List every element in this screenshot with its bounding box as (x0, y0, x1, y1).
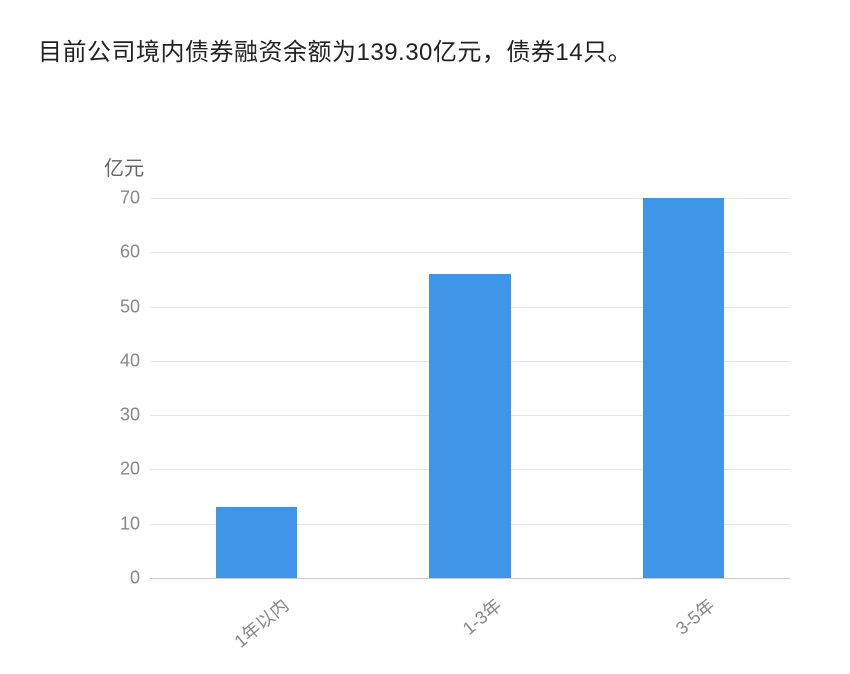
x-tick-label: 1-3年 (429, 592, 507, 663)
bar (429, 274, 510, 578)
plot-area: 0102030405060701年以内1-3年3-5年 (150, 198, 790, 578)
y-tick-label: 40 (90, 350, 150, 371)
y-tick-label: 30 (90, 405, 150, 426)
y-tick-label: 20 (90, 459, 150, 480)
y-tick-label: 50 (90, 296, 150, 317)
y-tick-label: 60 (90, 242, 150, 263)
y-tick-label: 10 (90, 513, 150, 534)
figure-container: 目前公司境内债券融资余额为139.30亿元，债券14只。 亿元 01020304… (0, 0, 850, 674)
x-tick-label: 3-5年 (642, 592, 720, 663)
x-tick-label: 1年以内 (215, 592, 293, 663)
bar (643, 198, 724, 578)
y-tick-label: 0 (90, 568, 150, 589)
bar-chart: 0 10 20 30 40 50 60 70 1年以内 1-3年 3-5年 (0, 0, 850, 674)
x-axis-baseline (150, 578, 790, 579)
y-tick-label: 70 (90, 188, 150, 209)
bar (216, 507, 297, 578)
